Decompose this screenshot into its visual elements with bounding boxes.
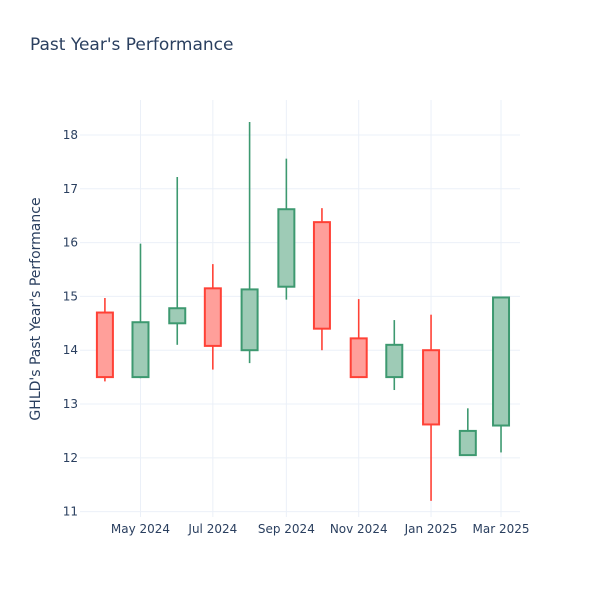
x-tick-labels: May 2024 Jul 2024 Sep 2024 Nov 2024 Jan 2025… xyxy=(111,522,530,536)
candle-body xyxy=(492,296,511,427)
x-tick-label: Nov 2024 xyxy=(330,522,388,536)
candle-increasing xyxy=(492,296,511,453)
candle-body xyxy=(240,288,259,352)
candle-decreasing xyxy=(95,298,114,382)
candle-body xyxy=(131,321,150,379)
y-tick-label: 12 xyxy=(63,451,78,465)
x-tick-label: Mar 2025 xyxy=(473,522,530,536)
chart-title: Past Year's Performance xyxy=(30,35,234,55)
candle-body xyxy=(312,221,331,330)
candle-decreasing xyxy=(422,314,441,501)
candle-body xyxy=(349,337,368,379)
candle-decreasing xyxy=(203,264,222,370)
candle-body xyxy=(203,287,222,347)
y-axis-label: GHLD's Past Year's Performance xyxy=(28,197,44,420)
candle-increasing xyxy=(168,176,187,345)
candle-increasing xyxy=(131,243,150,379)
y-tick-label: 17 xyxy=(63,182,78,196)
candle-body xyxy=(385,343,404,379)
candle-body xyxy=(277,208,296,288)
grid-layer xyxy=(80,100,520,517)
y-tick-label: 16 xyxy=(63,236,78,250)
candle-increasing xyxy=(458,408,477,457)
y-tick-label: 15 xyxy=(63,289,78,303)
x-tick-label: Jan 2025 xyxy=(404,522,458,536)
candle-decreasing xyxy=(312,208,331,351)
x-tick-label: May 2024 xyxy=(111,522,170,536)
y-tick-label: 18 xyxy=(63,128,78,142)
candle-layer xyxy=(95,122,511,501)
candle-decreasing xyxy=(349,299,368,379)
candle-body xyxy=(422,349,441,426)
candle-body xyxy=(95,311,114,379)
y-tick-labels: 11 12 13 14 15 16 17 18 xyxy=(63,128,78,519)
candle-body xyxy=(458,429,477,457)
y-tick-label: 14 xyxy=(63,343,78,357)
candle-increasing xyxy=(240,122,259,364)
x-tick-label: Jul 2024 xyxy=(187,522,237,536)
candle-increasing xyxy=(277,158,296,300)
x-tick-label: Sep 2024 xyxy=(258,522,315,536)
candle-increasing xyxy=(385,320,404,391)
candle-body xyxy=(168,307,187,325)
y-tick-label: 11 xyxy=(63,505,78,519)
y-tick-label: 13 xyxy=(63,397,78,411)
